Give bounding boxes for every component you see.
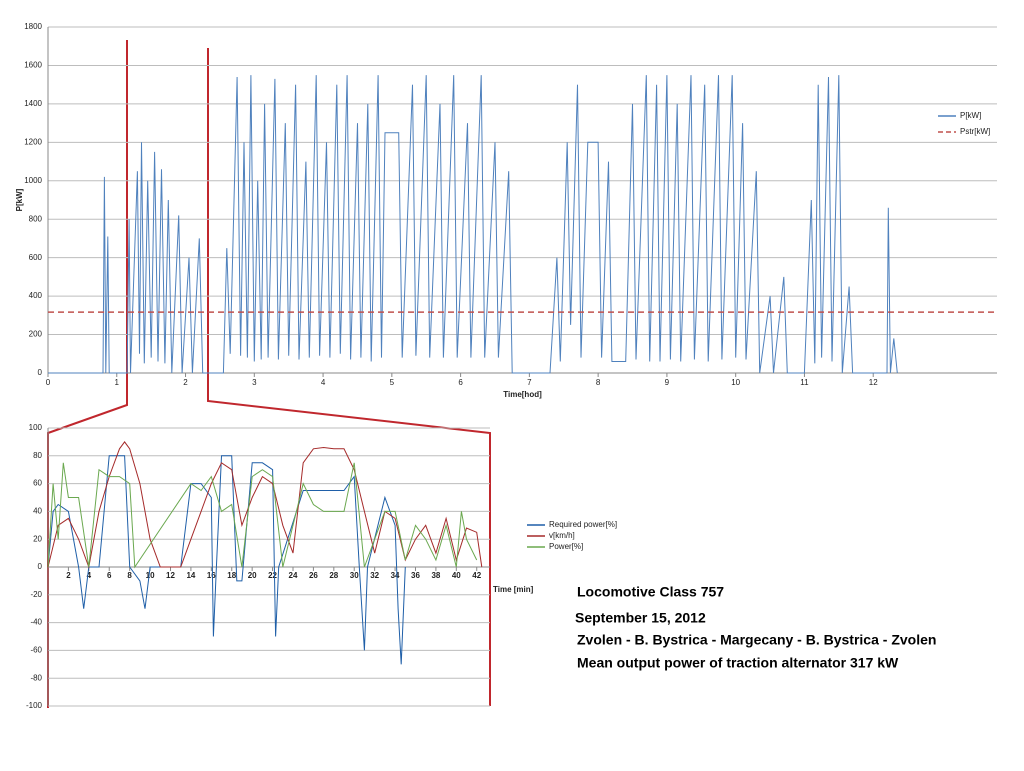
y-tick-label: 600 bbox=[29, 253, 43, 262]
legend-label: P[kW] bbox=[960, 111, 981, 120]
zoom-line bbox=[47, 40, 128, 708]
legend-label: v[km/h] bbox=[549, 531, 575, 540]
series-line bbox=[47, 455, 406, 665]
x-tick-label: 9 bbox=[665, 378, 670, 387]
x-tick-label: 18 bbox=[227, 571, 236, 580]
x-tick-label: 1 bbox=[115, 378, 120, 387]
caption: September 15, 2012 bbox=[575, 610, 706, 626]
y-tick-label: 800 bbox=[29, 214, 43, 223]
y-tick-label: -100 bbox=[26, 701, 43, 710]
x-tick-label: 40 bbox=[452, 571, 461, 580]
y-tick-label: 100 bbox=[29, 423, 43, 432]
y-tick-label: 40 bbox=[33, 507, 42, 516]
x-tick-label: 2 bbox=[183, 378, 188, 387]
legend-label: Pstr[kW] bbox=[960, 127, 990, 136]
y-tick-label: -80 bbox=[30, 673, 42, 682]
x-tick-label: 12 bbox=[166, 571, 175, 580]
x-tick-label: 6 bbox=[107, 571, 112, 580]
y-tick-label: -60 bbox=[30, 646, 42, 655]
series-line bbox=[47, 441, 483, 569]
y-tick-label: 0 bbox=[38, 368, 43, 377]
x-tick-label: 26 bbox=[309, 571, 318, 580]
caption: Mean output power of traction alternator… bbox=[577, 655, 899, 671]
y-tick-label: 1600 bbox=[24, 61, 42, 70]
y-tick-label: 400 bbox=[29, 291, 43, 300]
x-tick-label: 32 bbox=[370, 571, 379, 580]
y-tick-label: 1200 bbox=[24, 137, 42, 146]
caption: Zvolen - B. Bystrica - Margecany - B. By… bbox=[577, 632, 936, 648]
x-axis-label: Time[hod] bbox=[503, 390, 542, 399]
series-line bbox=[47, 462, 478, 569]
x-tick-label: 16 bbox=[207, 571, 216, 580]
y-tick-label: 80 bbox=[33, 451, 42, 460]
x-tick-label: 2 bbox=[66, 571, 71, 580]
x-tick-label: 10 bbox=[731, 378, 740, 387]
x-tick-label: 28 bbox=[329, 571, 338, 580]
y-tick-label: 1800 bbox=[24, 22, 42, 31]
x-tick-label: 34 bbox=[391, 571, 400, 580]
caption: Locomotive Class 757 bbox=[577, 584, 724, 600]
x-tick-label: 7 bbox=[527, 378, 532, 387]
x-tick-label: 22 bbox=[268, 571, 277, 580]
x-tick-label: 11 bbox=[800, 378, 809, 387]
x-tick-label: 36 bbox=[411, 571, 420, 580]
y-tick-label: -40 bbox=[30, 618, 42, 627]
x-tick-label: 5 bbox=[390, 378, 395, 387]
legend-label: Required power[%] bbox=[549, 520, 617, 529]
x-tick-label: 8 bbox=[127, 571, 132, 580]
x-tick-label: 14 bbox=[186, 571, 195, 580]
x-tick-label: 3 bbox=[252, 378, 257, 387]
legend-label: Power[%] bbox=[549, 542, 583, 551]
x-tick-label: 0 bbox=[46, 378, 51, 387]
x-tick-label: 4 bbox=[321, 378, 326, 387]
y-tick-label: 1000 bbox=[24, 176, 42, 185]
zoom-line bbox=[207, 48, 491, 706]
series-line bbox=[48, 75, 898, 374]
x-tick-label: 12 bbox=[869, 378, 878, 387]
x-axis-label: Time [min] bbox=[493, 585, 534, 594]
x-tick-label: 38 bbox=[431, 571, 440, 580]
y-tick-label: 200 bbox=[29, 330, 43, 339]
x-tick-label: 24 bbox=[289, 571, 298, 580]
y-tick-label: 1400 bbox=[24, 99, 42, 108]
x-tick-label: 20 bbox=[248, 571, 257, 580]
y-axis-label: P[kW] bbox=[15, 188, 24, 211]
y-tick-label: 60 bbox=[33, 479, 42, 488]
x-tick-label: 4 bbox=[87, 571, 92, 580]
y-tick-label: 0 bbox=[38, 562, 43, 571]
y-tick-label: -20 bbox=[30, 590, 42, 599]
x-tick-label: 6 bbox=[458, 378, 463, 387]
x-tick-label: 42 bbox=[472, 571, 481, 580]
x-tick-label: 10 bbox=[146, 571, 155, 580]
y-tick-label: 20 bbox=[33, 534, 42, 543]
x-tick-label: 30 bbox=[350, 571, 359, 580]
x-tick-label: 8 bbox=[596, 378, 601, 387]
